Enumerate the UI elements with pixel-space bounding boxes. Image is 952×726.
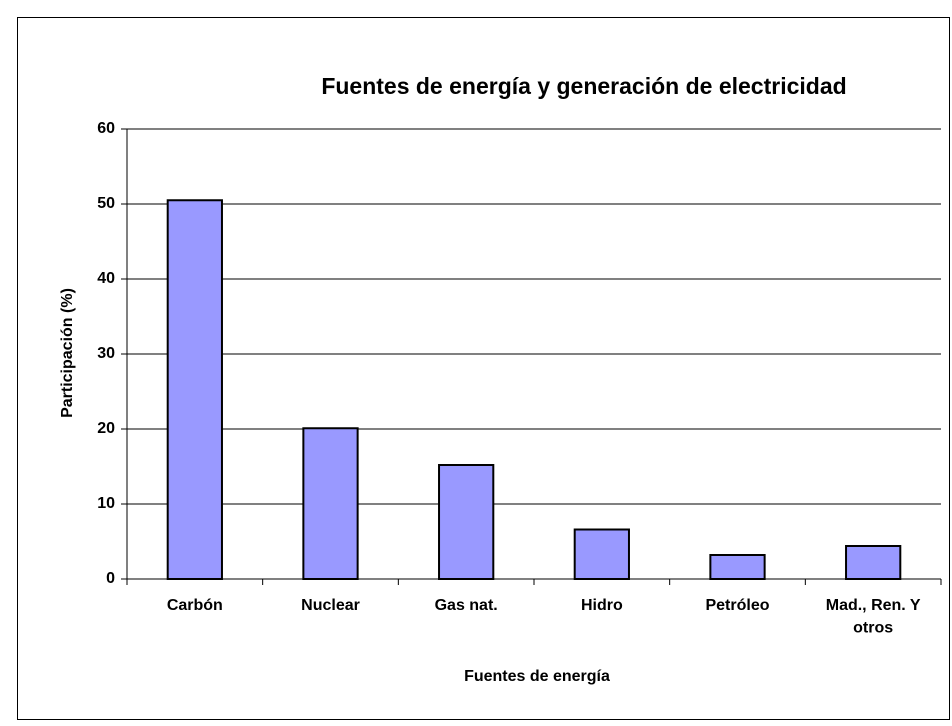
x-tick-label: Carbón xyxy=(167,597,223,614)
x-axis-title: Fuentes de energía xyxy=(464,668,610,685)
x-tick-label: Gas nat. xyxy=(435,597,498,614)
bar xyxy=(709,554,766,580)
x-tick-label: Petróleo xyxy=(705,597,769,614)
y-tick-label: 40 xyxy=(97,270,115,287)
y-axis-title: Participación (%) xyxy=(59,288,76,418)
bar xyxy=(438,464,495,580)
bar xyxy=(573,528,630,580)
y-tick-label: 20 xyxy=(97,420,115,437)
chart-title: Fuentes de energía y generación de elect… xyxy=(321,73,846,99)
y-tick-label: 0 xyxy=(106,570,115,587)
bar xyxy=(166,199,223,580)
y-tick-label: 10 xyxy=(97,495,115,512)
bar xyxy=(302,427,359,580)
y-tick-label: 50 xyxy=(97,195,115,212)
y-tick-label: 60 xyxy=(97,120,115,137)
x-tick-label: Nuclear xyxy=(301,597,360,614)
y-tick-label: 30 xyxy=(97,345,115,362)
x-tick-label: Hidro xyxy=(581,597,623,614)
bar xyxy=(845,545,902,580)
